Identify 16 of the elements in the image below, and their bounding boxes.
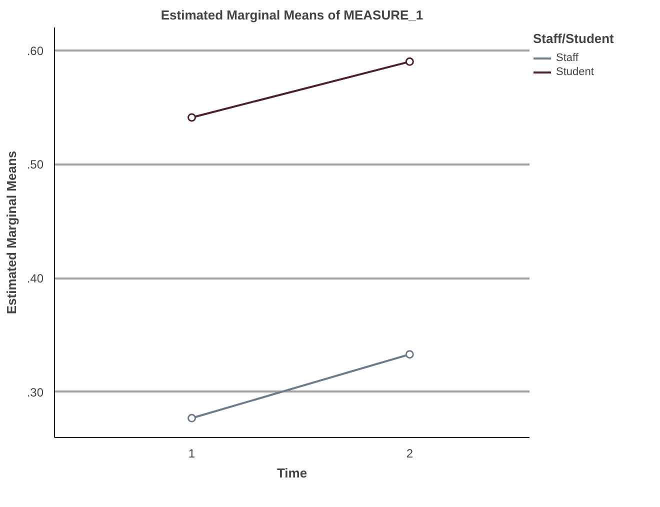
point: [188, 113, 196, 122]
y-tick-label: .60: [26, 44, 44, 58]
x-tick-label: 1: [188, 446, 196, 460]
legend-label: Student: [556, 65, 594, 79]
point: [405, 350, 414, 359]
chart-title: Estimated Marginal Means of MEASURE_1: [160, 8, 424, 22]
y-tick-label: .50: [26, 158, 44, 172]
y-axis-title: Estimated Marginal Means: [4, 150, 19, 314]
point: [405, 57, 414, 66]
y-tick-label: .30: [26, 385, 44, 400]
x-tick-label: 2: [406, 446, 414, 460]
point: [188, 414, 196, 422]
legend-label: Staff: [556, 51, 578, 65]
y-tick-label: .40: [26, 272, 44, 286]
legend-title: Staff/Student: [533, 31, 614, 46]
x-axis-title: Time: [276, 466, 308, 480]
